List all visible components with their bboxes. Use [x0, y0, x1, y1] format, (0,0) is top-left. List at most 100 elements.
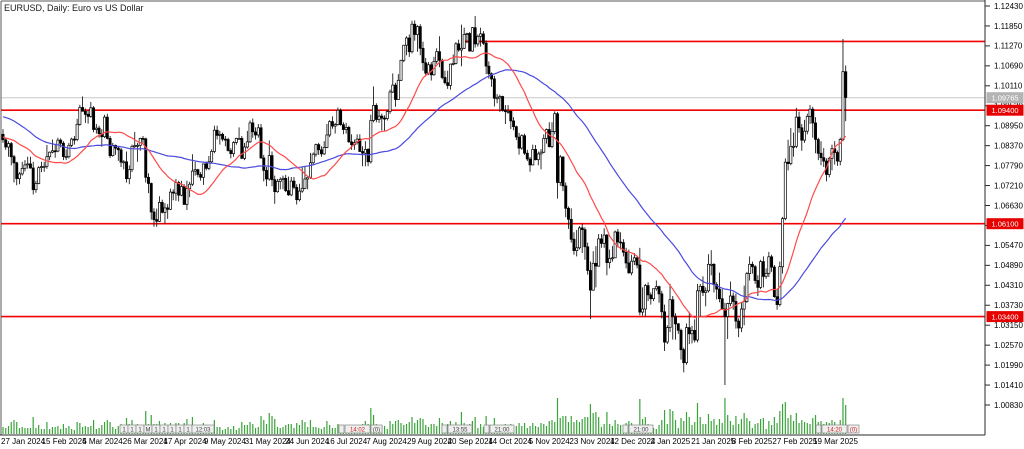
candle-body	[588, 270, 592, 291]
y-tick-label: 1.12430	[994, 2, 1023, 11]
event-marker[interactable]	[628, 424, 654, 434]
volume-bar	[27, 428, 29, 434]
volume-bar	[43, 429, 45, 434]
candle-body	[481, 33, 485, 44]
candle-body	[330, 121, 334, 127]
candle-body	[254, 131, 257, 136]
event-marker[interactable]	[847, 424, 860, 434]
candle-body	[361, 151, 365, 154]
candle-body	[643, 285, 647, 310]
volume-bar	[694, 422, 696, 434]
volume-bar	[145, 411, 147, 434]
event-marker-label: 1	[122, 428, 126, 434]
volume-bar	[532, 423, 534, 434]
event-marker-label: 21:00	[633, 428, 649, 434]
candle-body	[4, 139, 8, 148]
volume-bar	[696, 403, 699, 434]
candle-body	[317, 144, 321, 151]
x-date-label: 17 Apr 2024	[163, 437, 207, 446]
candle-body	[465, 33, 469, 35]
candle-body	[9, 143, 13, 158]
candle-body	[517, 136, 521, 149]
candle-body	[693, 330, 697, 341]
candle-body	[26, 163, 30, 166]
event-marker[interactable]	[447, 424, 473, 434]
volume-bar	[606, 412, 608, 434]
volume-bar	[652, 428, 655, 434]
candle-body	[685, 327, 688, 364]
event-marker[interactable]	[338, 424, 345, 434]
volume-bar	[740, 419, 742, 434]
volume-bar	[551, 420, 553, 434]
y-tick-label: 1.10110	[994, 82, 1023, 91]
candle-body	[42, 165, 46, 168]
candle-body	[819, 152, 823, 159]
event-marker-label: (0)	[850, 428, 857, 434]
event-marker[interactable]	[815, 424, 822, 434]
candle-body	[492, 78, 496, 99]
candle-body	[531, 149, 535, 166]
candle-body	[399, 59, 403, 81]
volume-bar	[801, 420, 803, 434]
volume-bar	[79, 423, 81, 434]
volume-bar	[482, 427, 484, 434]
candle-body	[163, 207, 167, 213]
volume-bar	[584, 417, 586, 434]
candle-body	[276, 181, 279, 193]
event-marker[interactable]	[622, 424, 629, 434]
candle-body	[410, 23, 414, 53]
event-marker[interactable]	[821, 424, 848, 434]
volume-bar	[765, 429, 767, 434]
volume-bar	[320, 429, 323, 434]
x-date-label: 24 Jun 2024	[285, 437, 330, 446]
volume-bar	[515, 426, 517, 434]
volume-bar	[60, 429, 62, 434]
event-marker[interactable]	[483, 424, 490, 434]
candle-body	[385, 111, 389, 119]
candle-body	[86, 113, 90, 117]
event-marker[interactable]	[370, 424, 383, 434]
candle-body	[844, 71, 848, 98]
candle-body	[487, 65, 491, 75]
event-marker[interactable]	[489, 424, 515, 434]
volume-bar	[232, 426, 235, 434]
volume-bar	[751, 428, 753, 434]
candle-body	[193, 169, 197, 172]
volume-bar	[732, 425, 734, 434]
volume-bar	[265, 424, 268, 434]
volume-bar	[611, 426, 613, 434]
y-tick-label: 1.03730	[994, 301, 1023, 310]
volume-bar	[477, 428, 479, 434]
volume-bar	[666, 424, 668, 434]
event-marker[interactable]	[441, 424, 448, 434]
candle-body	[707, 263, 710, 292]
candle-body	[50, 150, 54, 153]
candle-body	[97, 127, 101, 134]
volume-bar	[315, 427, 317, 434]
candle-body	[407, 37, 411, 53]
event-marker[interactable]	[191, 424, 215, 434]
x-date-label: 27 Jan 2024	[1, 437, 46, 446]
volume-bar	[771, 425, 773, 434]
candle-body	[160, 202, 164, 213]
candle-body	[709, 263, 713, 266]
candle-body	[509, 110, 513, 122]
candle-body	[226, 139, 230, 151]
volume-bar	[595, 412, 597, 434]
candle-body	[476, 35, 480, 45]
volume-bar	[683, 421, 685, 434]
volume-bar	[680, 418, 682, 434]
x-date-label: 16 Jul 2024	[326, 437, 368, 446]
volume-bar	[474, 417, 476, 434]
candle-body	[715, 284, 719, 290]
event-marker[interactable]	[344, 424, 371, 434]
volume-bar	[809, 424, 811, 434]
volume-bar	[760, 419, 762, 434]
candle-body	[490, 73, 494, 80]
candle-body	[440, 59, 444, 78]
candle-body	[37, 167, 41, 184]
candle-body	[12, 156, 16, 164]
event-marker-label: 1	[130, 428, 134, 434]
volume-bar	[287, 424, 290, 434]
